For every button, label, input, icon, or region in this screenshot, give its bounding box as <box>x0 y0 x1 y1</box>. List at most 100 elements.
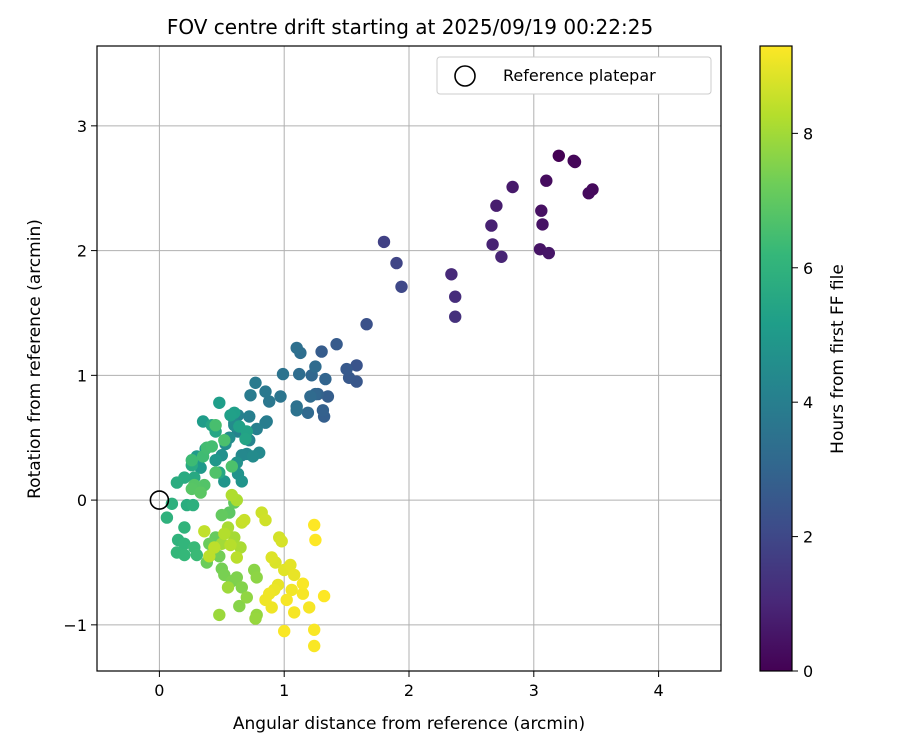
data-point <box>205 440 218 453</box>
data-point <box>225 488 238 502</box>
data-point <box>240 591 253 604</box>
data-point <box>535 204 548 217</box>
data-point <box>276 367 290 381</box>
data-point <box>449 290 462 303</box>
scatter-points <box>160 149 599 653</box>
data-point <box>178 537 191 550</box>
data-point <box>224 409 237 422</box>
data-point <box>238 513 251 527</box>
data-point <box>274 390 287 403</box>
y-tick-label: 1 <box>77 366 87 385</box>
data-point <box>308 623 321 636</box>
x-axis-ticks: 0 1 2 3 4 <box>154 671 664 700</box>
data-point <box>221 581 235 594</box>
x-tick-label: 4 <box>654 681 664 700</box>
data-point <box>540 174 553 187</box>
data-point <box>284 558 297 572</box>
y-tick-label: 2 <box>77 242 87 261</box>
data-point <box>194 486 207 499</box>
data-point <box>198 525 211 538</box>
data-point <box>296 577 310 590</box>
data-point <box>296 587 310 600</box>
data-point <box>244 389 257 402</box>
data-point <box>293 367 306 381</box>
data-point <box>301 406 315 419</box>
data-point <box>582 187 595 200</box>
data-point <box>319 372 332 386</box>
data-point <box>233 599 246 613</box>
data-point <box>234 541 247 554</box>
data-point <box>309 360 322 373</box>
data-point <box>186 498 200 512</box>
data-point <box>536 218 549 231</box>
legend-label: Reference platepar <box>503 66 656 85</box>
y-tick-label: 0 <box>77 491 87 510</box>
data-point <box>250 422 263 436</box>
colorbar-ticks: 0 2 4 6 8 <box>792 124 813 681</box>
data-point <box>160 511 174 524</box>
data-point <box>259 416 272 429</box>
data-point <box>185 454 198 467</box>
colorbar-tick-label: 4 <box>803 393 813 412</box>
colorbar-label: Hours from first FF file <box>828 264 848 454</box>
data-point <box>250 571 263 584</box>
data-point <box>178 521 191 534</box>
data-point <box>209 466 222 479</box>
data-point <box>249 612 262 625</box>
data-point <box>309 533 322 547</box>
data-point <box>249 376 262 389</box>
data-point <box>213 608 226 622</box>
x-tick-label: 1 <box>279 681 289 700</box>
data-point <box>317 589 331 603</box>
data-point <box>316 404 330 417</box>
data-point <box>350 359 363 372</box>
data-point <box>321 390 335 403</box>
data-point <box>224 538 237 552</box>
data-point <box>246 450 260 463</box>
x-tick-label: 0 <box>154 681 164 700</box>
data-point <box>303 601 316 614</box>
data-point <box>449 310 462 323</box>
reference-platepar-marker <box>149 490 170 510</box>
data-point <box>235 475 248 488</box>
data-point <box>308 518 321 532</box>
data-point <box>542 246 555 260</box>
x-tick-label: 2 <box>404 681 414 700</box>
data-point <box>280 593 293 607</box>
data-point <box>190 548 203 562</box>
data-point <box>230 571 243 584</box>
data-point <box>308 639 321 653</box>
data-point <box>235 581 248 594</box>
data-point <box>218 527 231 540</box>
data-point <box>170 476 184 489</box>
data-point <box>203 550 216 563</box>
data-point <box>178 548 191 562</box>
colorbar <box>759 45 793 672</box>
data-point <box>304 390 317 403</box>
data-point <box>290 341 303 355</box>
data-point <box>278 624 291 638</box>
data-point <box>230 551 243 564</box>
x-axis-label: Angular distance from reference (arcmin) <box>233 714 585 734</box>
grid-lines <box>97 46 721 671</box>
data-point <box>285 583 298 597</box>
y-axis-label: Rotation from reference (arcmin) <box>25 219 45 499</box>
data-point <box>330 338 343 351</box>
data-point <box>445 268 458 281</box>
data-point <box>265 601 278 614</box>
chart-title: FOV centre drift starting at 2025/09/19 … <box>167 15 653 39</box>
data-point <box>213 396 226 409</box>
colorbar-tick-label: 2 <box>803 528 813 547</box>
y-tick-label: 3 <box>77 117 87 136</box>
colorbar-tick-label: 8 <box>803 124 813 143</box>
data-point <box>290 404 303 417</box>
data-point <box>390 256 403 270</box>
data-point <box>239 432 252 446</box>
data-point <box>486 238 499 251</box>
data-point <box>225 460 238 473</box>
data-point <box>288 568 301 582</box>
y-axis-ticks: −1 0 1 2 3 <box>63 117 97 635</box>
data-point <box>552 149 565 162</box>
legend-frame <box>436 56 712 95</box>
legend-box: Reference platepar <box>436 56 712 95</box>
